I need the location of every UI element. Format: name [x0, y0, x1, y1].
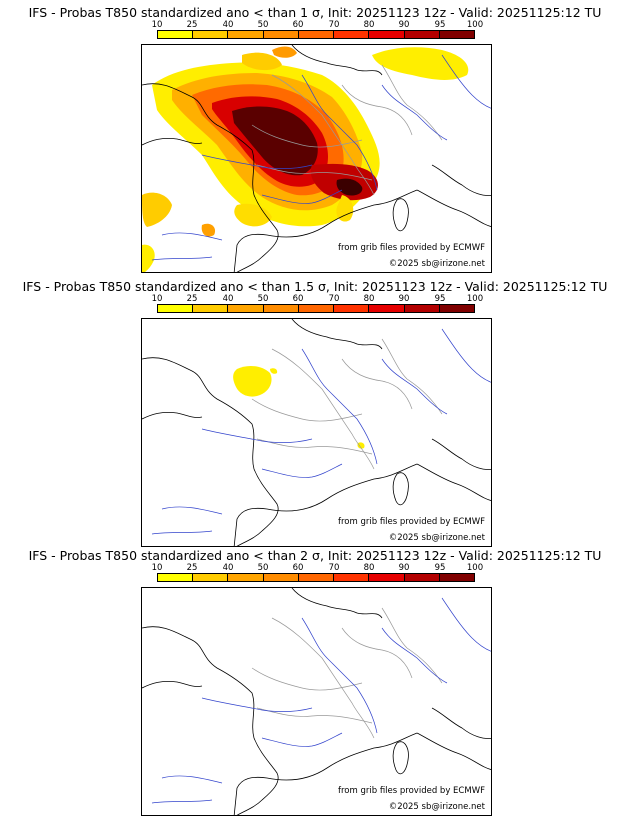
colorbar-segment [404, 574, 440, 581]
probability-map: from grib files provided by ECMWF ©2025 … [141, 44, 492, 273]
copyright: ©2025 sb@irizone.net [388, 802, 485, 812]
colorbar-segment [334, 305, 370, 312]
tick-label: 50 [257, 20, 269, 30]
colorbar-segment [193, 31, 229, 38]
colorbar-segment [439, 574, 474, 581]
tick-label: 70 [328, 294, 340, 304]
colorbar-segment [369, 305, 405, 312]
tick-label: 50 [257, 294, 269, 304]
tick-label: 50 [257, 563, 269, 573]
panel-title: IFS - Probas T850 standardized ano < tha… [28, 5, 602, 20]
panel-2: IFS - Probas T850 standardized ano < tha… [0, 279, 630, 551]
tick-label: 10 [151, 563, 163, 573]
tick-label: 40 [222, 20, 234, 30]
colorbar-segment [228, 305, 264, 312]
tick-label: 100 [466, 20, 484, 30]
panel-3: IFS - Probas T850 standardized ano < tha… [0, 548, 630, 820]
colorbar-segment [263, 574, 299, 581]
source-credit: from grib files provided by ECMWF [338, 243, 485, 253]
colorbar-segment [263, 31, 299, 38]
colorbar-segment [369, 31, 405, 38]
colorbar-segment [404, 31, 440, 38]
panel-title: IFS - Probas T850 standardized ano < tha… [28, 548, 602, 563]
tick-label: 70 [328, 563, 340, 573]
colorbar-segment [439, 305, 474, 312]
colorbar-ticks: 10 25 40 50 60 70 80 90 95 100 [142, 20, 494, 30]
tick-label: 60 [292, 294, 304, 304]
tick-label: 90 [398, 20, 410, 30]
tick-label: 60 [292, 563, 304, 573]
tick-label: 95 [434, 294, 446, 304]
tick-label: 80 [363, 294, 375, 304]
source-credit: from grib files provided by ECMWF [338, 786, 485, 796]
tick-label: 25 [186, 294, 198, 304]
tick-label: 10 [151, 20, 163, 30]
tick-label: 100 [466, 563, 484, 573]
colorbar-segment [369, 574, 405, 581]
tick-label: 95 [434, 563, 446, 573]
tick-label: 60 [292, 20, 304, 30]
colorbar-segment [334, 31, 370, 38]
probability-map: from grib files provided by ECMWF ©2025 … [141, 318, 492, 547]
tick-label: 40 [222, 563, 234, 573]
colorbar [157, 304, 475, 313]
tick-label: 90 [398, 563, 410, 573]
source-credit: from grib files provided by ECMWF [338, 517, 485, 527]
tick-label: 25 [186, 20, 198, 30]
colorbar-segment [193, 574, 229, 581]
tick-label: 40 [222, 294, 234, 304]
copyright: ©2025 sb@irizone.net [388, 259, 485, 269]
colorbar-segment [158, 574, 194, 581]
colorbar-segment [298, 305, 335, 312]
tick-label: 10 [151, 294, 163, 304]
colorbar-segment [158, 305, 194, 312]
tick-label: 95 [434, 20, 446, 30]
colorbar [157, 573, 475, 582]
colorbar-ticks: 10 25 40 50 60 70 80 90 95 100 [142, 563, 494, 573]
copyright: ©2025 sb@irizone.net [388, 533, 485, 543]
colorbar [157, 30, 475, 39]
probability-map: from grib files provided by ECMWF ©2025 … [141, 587, 492, 816]
colorbar-segment [158, 31, 194, 38]
tick-label: 80 [363, 563, 375, 573]
colorbar-segment [298, 31, 335, 38]
colorbar-segment [193, 305, 229, 312]
tick-label: 90 [398, 294, 410, 304]
colorbar-segment [439, 31, 474, 38]
tick-label: 80 [363, 20, 375, 30]
colorbar-ticks: 10 25 40 50 60 70 80 90 95 100 [142, 294, 494, 304]
tick-label: 100 [466, 294, 484, 304]
panel-1: IFS - Probas T850 standardized ano < tha… [0, 5, 630, 277]
tick-label: 70 [328, 20, 340, 30]
colorbar-segment [228, 31, 264, 38]
colorbar-segment [298, 574, 335, 581]
panel-title: IFS - Probas T850 standardized ano < tha… [22, 279, 608, 294]
colorbar-segment [404, 305, 440, 312]
tick-label: 25 [186, 563, 198, 573]
colorbar-segment [263, 305, 299, 312]
colorbar-segment [228, 574, 264, 581]
colorbar-segment [334, 574, 370, 581]
